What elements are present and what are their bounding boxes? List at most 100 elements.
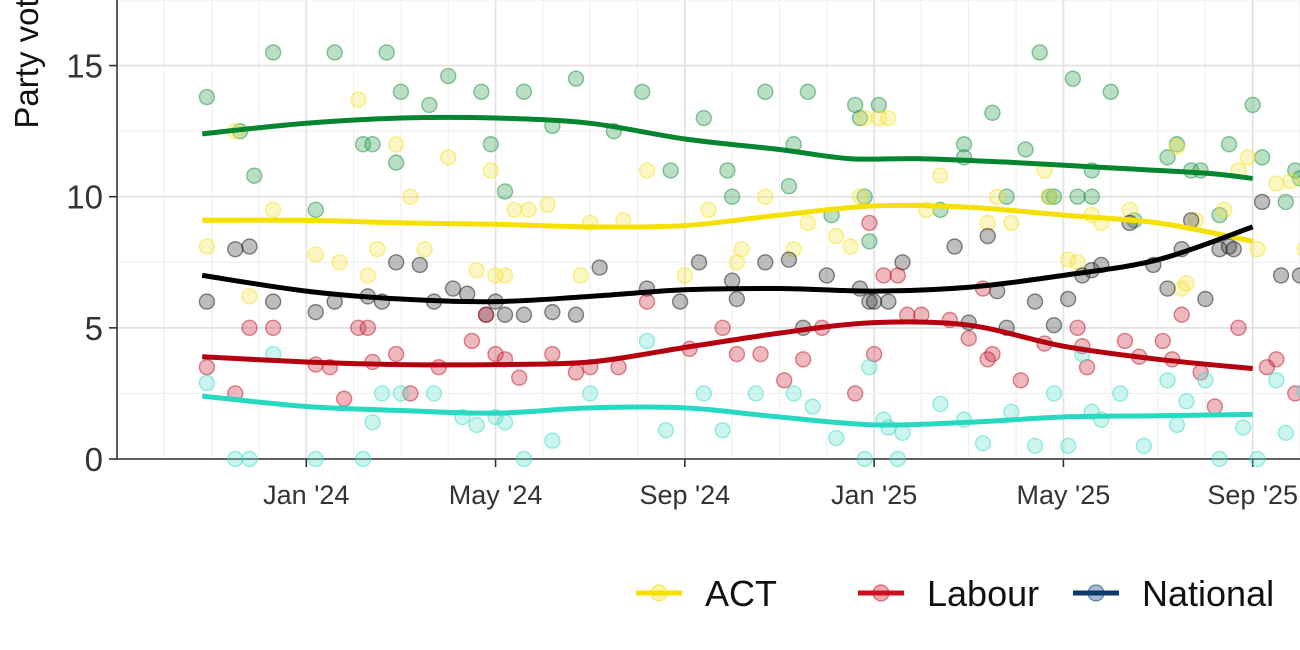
poll-point-green [378, 44, 395, 61]
poll-point-green [780, 178, 798, 195]
poll-point-labour [1116, 332, 1134, 350]
poll-point-act [520, 201, 537, 219]
poll-point-act [1069, 254, 1086, 271]
poll-point-national [728, 290, 746, 308]
poll-point-national [477, 306, 495, 323]
poll-point-green [496, 183, 514, 200]
poll-point-labour [984, 345, 1001, 363]
poll-point-green [364, 136, 381, 153]
poll-point-act [638, 162, 656, 179]
poll-point-national [496, 306, 514, 323]
poll-point-act [1059, 251, 1077, 268]
legend-label: National [1142, 573, 1274, 614]
trend-line-labour [202, 319, 1253, 371]
poll-point-green [264, 44, 282, 61]
poll-points [198, 44, 1300, 468]
poll-point-top [1159, 372, 1176, 389]
poll-point-green [851, 109, 869, 127]
poll-point-top [747, 385, 765, 402]
poll-point-top [227, 450, 244, 468]
poll-point-act [241, 288, 258, 305]
poll-point-national [591, 259, 608, 276]
poll-point-act [350, 91, 367, 108]
poll-point-top [785, 385, 802, 402]
poll-point-top [425, 385, 443, 402]
poll-point-top [657, 421, 675, 439]
poll-point-top [307, 450, 324, 468]
poll-point-act [979, 214, 996, 232]
poll-point-top [241, 450, 258, 468]
poll-point-act [468, 261, 485, 279]
poll-point-act [369, 240, 386, 258]
poll-point-labour [1154, 332, 1171, 350]
poll-point-green [1041, 188, 1058, 205]
poll-point-green [1287, 162, 1300, 179]
poll-point-act [1216, 201, 1233, 219]
y-tick-label: 0 [85, 441, 103, 478]
poll-point-act [988, 188, 1006, 205]
poll-point-labour [1069, 319, 1086, 337]
y-axis-label: Party vote [8, 0, 45, 129]
poll-point-act [264, 201, 282, 219]
poll-point-green [1064, 70, 1082, 87]
poll-point-national [387, 254, 405, 271]
poll-point-act [1041, 188, 1058, 205]
poll-point-top [804, 398, 821, 415]
poll-point-act [198, 238, 216, 255]
poll-point-labour [511, 369, 528, 386]
poll-point-national [1059, 290, 1077, 308]
x-tick-label: Sep '25 [1207, 480, 1298, 510]
poll-point-national [515, 306, 533, 323]
legend: ACT Labour National [636, 573, 1274, 614]
poll-point-top [974, 435, 992, 452]
poll-point-act [1173, 280, 1190, 297]
poll-point-national [1291, 267, 1300, 284]
poll-point-national [1026, 293, 1044, 310]
poll-point-green [421, 96, 438, 114]
poll-point-top [1026, 437, 1044, 455]
poll-point-national [723, 272, 741, 289]
poll-point-national [307, 303, 324, 321]
poll-point-green [440, 67, 457, 85]
poll-point-labour [960, 330, 977, 347]
poll-point-labour [889, 267, 906, 284]
poll-point-national [241, 238, 258, 255]
poll-point-act [416, 240, 433, 258]
poll-point-top [1296, 384, 1300, 398]
poll-point-labour [264, 319, 282, 337]
poll-point-top [373, 385, 391, 402]
poll-point-top [828, 429, 845, 447]
poll-point-top [496, 414, 514, 431]
poll-point-labour [875, 267, 892, 284]
poll-point-labour [477, 306, 495, 323]
poll-point-top [638, 332, 656, 350]
poll-point-national [818, 267, 835, 284]
poll-point-national [979, 227, 996, 245]
poll-point-green [1291, 170, 1300, 187]
x-tick-label: Sep '24 [639, 480, 730, 510]
poll-point-act [1178, 275, 1195, 292]
poll-point-top [392, 385, 410, 402]
poll-point-national [1225, 240, 1242, 258]
poll-point-act [1249, 240, 1266, 258]
poll-point-national [946, 238, 963, 255]
poll-point-top [1045, 385, 1063, 402]
poll-point-labour [544, 345, 561, 363]
poll-point-green [1102, 83, 1119, 101]
poll-point-top [1168, 416, 1186, 434]
trend-line-green [201, 114, 1253, 181]
poll-point-top [1059, 437, 1077, 455]
poll-point-labour [610, 359, 627, 376]
poll-point-labour [776, 372, 793, 389]
poll-point-top [1003, 403, 1020, 420]
poll-point-act [1121, 201, 1138, 219]
poll-point-green [515, 83, 533, 101]
poll-point-green [326, 44, 343, 61]
poll-point-labour [1206, 398, 1224, 415]
poll-point-green [1244, 96, 1261, 114]
poll-point-top [1211, 450, 1228, 468]
y-tick-label: 15 [66, 48, 103, 85]
poll-point-green [861, 233, 878, 250]
poll-point-national [264, 293, 282, 310]
